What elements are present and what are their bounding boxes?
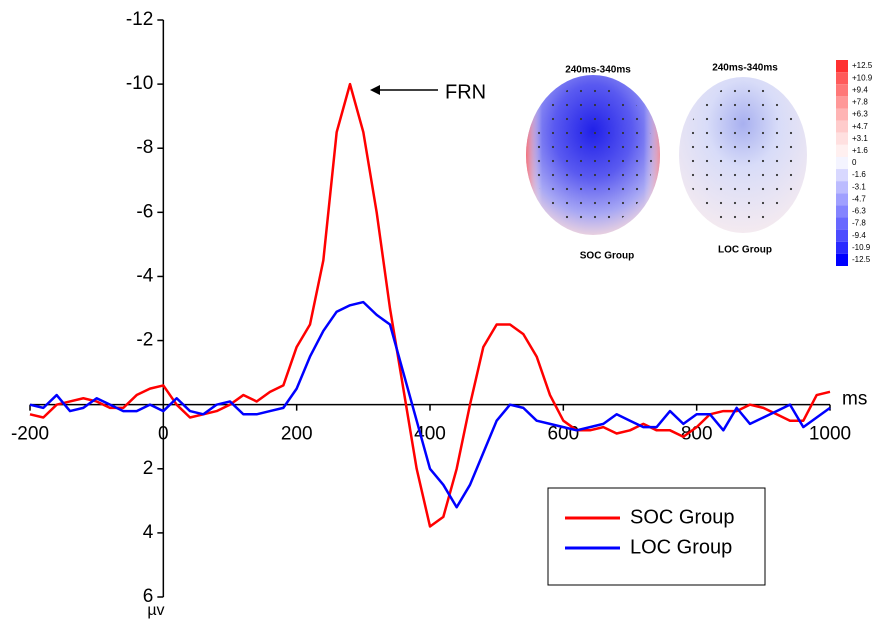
colorbar-swatch [836, 108, 848, 121]
colorbar-label: +9.4 [852, 85, 868, 94]
y-tick-label: -12 [126, 9, 153, 30]
colorbar-label: +3.1 [852, 134, 868, 143]
y-axis-label: µv [147, 602, 164, 619]
inset-label: LOC Group [718, 245, 772, 256]
colorbar-label: +6.3 [852, 110, 868, 119]
x-tick-label: 0 [158, 424, 169, 445]
legend-box [547, 487, 766, 586]
colorbar-swatch [836, 84, 848, 97]
topomap-loc [679, 77, 807, 233]
inset-title: 240ms-340ms [565, 65, 631, 76]
y-tick-label: 2 [143, 458, 154, 479]
annotation: FRN [445, 81, 486, 103]
colorbar-label: -12.5 [852, 255, 871, 264]
series-line [29, 82, 831, 528]
colorbar-swatch [836, 181, 848, 194]
inset-label: SOC Group [580, 251, 634, 262]
colorbar-label: -6.3 [852, 207, 866, 216]
colorbar-swatch [836, 96, 848, 109]
colorbar-swatch [836, 193, 848, 206]
colorbar-label: -7.8 [852, 219, 866, 228]
colorbar-swatch [836, 60, 848, 73]
colorbar-label: +4.7 [852, 122, 868, 131]
x-tick-label: 800 [681, 424, 713, 445]
y-tick-label: -8 [136, 137, 153, 158]
y-tick-label: -10 [126, 73, 153, 94]
y-tick-label: -2 [136, 330, 153, 351]
legend-label: LOC Group [630, 536, 732, 558]
colorbar-swatch [836, 241, 848, 254]
series-line [29, 300, 831, 509]
colorbar-swatch [836, 120, 848, 133]
colorbar-swatch [836, 72, 848, 85]
colorbar-swatch [836, 132, 848, 145]
colorbar-swatch [836, 144, 848, 157]
colorbar-swatch [836, 253, 848, 266]
x-tick-label: 200 [281, 424, 313, 445]
x-axis-label: ms [842, 389, 867, 410]
y-tick-label: -4 [136, 265, 153, 286]
colorbar-swatch [836, 205, 848, 218]
colorbar-label: -10.9 [852, 243, 871, 252]
colorbar-swatch [836, 156, 848, 170]
inset-title: 240ms-340ms [712, 63, 778, 74]
topomap-soc [526, 75, 660, 235]
colorbar-swatch [836, 217, 848, 230]
colorbar-label: +12.5 [852, 61, 873, 70]
colorbar-label: -9.4 [852, 231, 866, 240]
colorbar-label: -4.7 [852, 194, 866, 203]
colorbar-swatch [836, 229, 848, 242]
y-tick-label: 4 [143, 522, 154, 543]
x-tick-label: -200 [11, 424, 49, 445]
colorbar-label: +7.8 [852, 98, 868, 107]
colorbar-label: +1.6 [852, 146, 868, 155]
colorbar-label: -3.1 [852, 182, 866, 191]
colorbar-swatch [836, 169, 848, 182]
y-tick-label: 6 [143, 586, 154, 607]
colorbar-label: -1.6 [852, 170, 866, 179]
colorbar-label: 0 [852, 158, 857, 167]
legend-label: SOC Group [630, 506, 734, 528]
colorbar-label: +10.9 [852, 73, 873, 82]
y-tick-label: -6 [136, 201, 153, 222]
annotation-arrow [370, 85, 438, 95]
x-tick-label: 1000 [809, 424, 851, 445]
